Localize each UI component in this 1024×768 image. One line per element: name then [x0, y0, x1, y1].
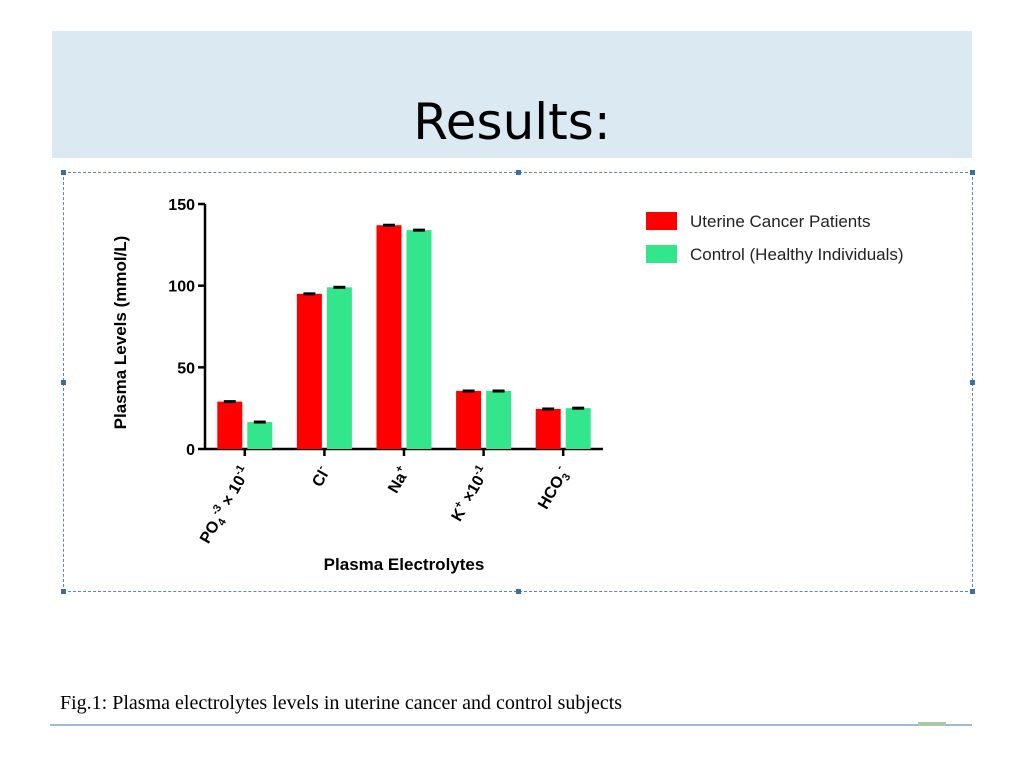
- bar-control: [486, 391, 512, 449]
- x-tick-label: HCO3-: [533, 463, 576, 514]
- bar-control: [326, 287, 352, 449]
- bar-control: [247, 422, 273, 449]
- resize-handle-top-left[interactable]: [61, 170, 66, 175]
- bar-uterine-cancer: [217, 401, 243, 449]
- y-axis-title: Plasma Levels (mmol/L): [111, 236, 130, 430]
- caption-divider: [50, 724, 972, 726]
- bar-control: [406, 230, 432, 449]
- y-tick-label: 150: [168, 197, 195, 214]
- bar-uterine-cancer: [296, 293, 322, 449]
- resize-handle-bottom-left[interactable]: [61, 589, 66, 594]
- legend-label: Control (Healthy Individuals): [690, 245, 904, 264]
- resize-handle-top-middle[interactable]: [516, 170, 521, 175]
- y-tick-label: 0: [186, 442, 195, 459]
- legend-label: Uterine Cancer Patients: [690, 212, 870, 231]
- resize-handle-middle-right[interactable]: [970, 380, 975, 385]
- legend-swatch: [646, 212, 677, 230]
- resize-handle-bottom-middle[interactable]: [516, 589, 521, 594]
- x-axis-title: Plasma Electrolytes: [324, 555, 485, 574]
- bar-control: [565, 408, 591, 449]
- bar-uterine-cancer: [535, 408, 561, 449]
- x-tick-label: Na+: [383, 463, 414, 496]
- y-tick-label: 100: [168, 279, 195, 296]
- bar-uterine-cancer: [456, 391, 482, 449]
- caption-marker: [918, 722, 946, 726]
- x-tick-label: PO4-3 × 10-1: [195, 463, 257, 548]
- resize-handle-middle-left[interactable]: [61, 380, 66, 385]
- resize-handle-top-right[interactable]: [970, 170, 975, 175]
- title-band: Results:: [52, 31, 972, 158]
- legend-swatch: [646, 245, 677, 263]
- x-tick-label: Cl-: [307, 463, 334, 490]
- bar-uterine-cancer: [376, 225, 402, 449]
- y-tick-label: 50: [177, 360, 195, 377]
- figure-caption: Fig.1: Plasma electrolytes levels in ute…: [60, 692, 623, 714]
- slide-title: Results:: [413, 93, 611, 151]
- resize-handle-bottom-right[interactable]: [970, 589, 975, 594]
- x-tick-label: K+ ×10-1: [446, 463, 493, 524]
